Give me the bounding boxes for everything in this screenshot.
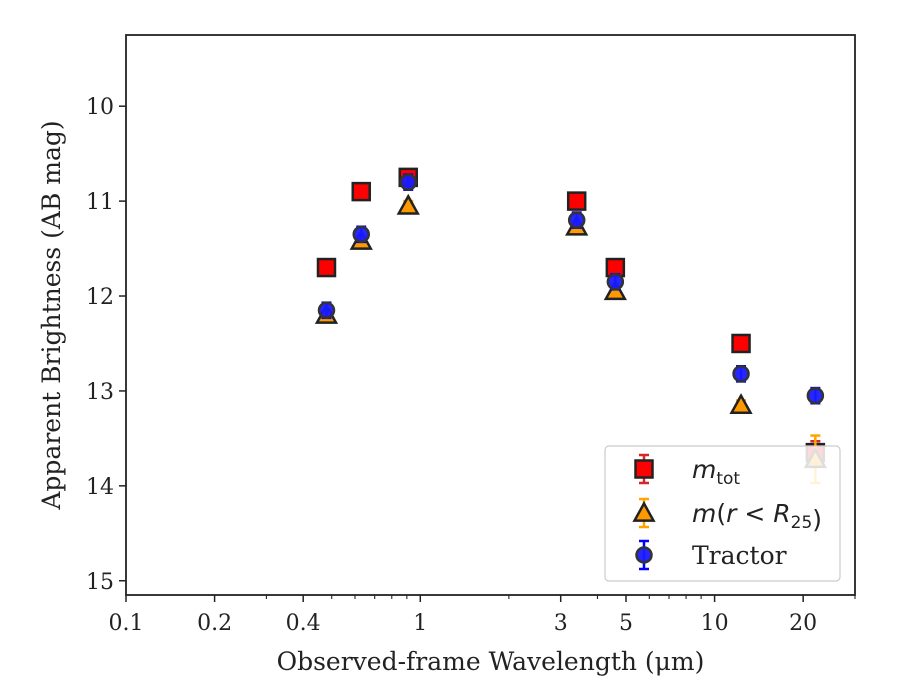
data-point [316, 257, 337, 278]
legend-label: Tractor [692, 541, 787, 570]
series-0 [316, 167, 826, 466]
x-tick-label: 0.4 [286, 611, 321, 636]
y-tick-label: 12 [86, 285, 114, 310]
data-point [566, 191, 587, 211]
x-tick-label: 5 [619, 611, 633, 636]
legend-marker [635, 546, 653, 564]
data-marks [314, 167, 827, 485]
y-tick-label: 11 [86, 190, 114, 215]
y-tick-label: 10 [86, 95, 114, 120]
data-point [352, 225, 370, 244]
legend-marker [632, 500, 656, 522]
x-axis-label: Observed-frame Wavelength (μm) [277, 647, 705, 676]
x-tick-label: 10 [701, 611, 729, 636]
data-point [396, 193, 420, 215]
x-tick-label: 1 [413, 611, 427, 636]
legend: mtot m(r < R25) Tractor [604, 445, 841, 582]
data-point [732, 365, 750, 383]
data-point [399, 173, 417, 191]
legend-marker [634, 459, 654, 479]
x-tick-label: 20 [789, 611, 817, 636]
legend-label: m(r < R25) [692, 499, 822, 534]
data-point [806, 386, 825, 405]
data-point [317, 301, 336, 320]
x-tick-label: 0.1 [109, 611, 144, 636]
data-point [731, 333, 751, 354]
x-tick-label: 3 [554, 611, 568, 636]
legend-box [604, 445, 841, 582]
y-tick-label: 13 [86, 380, 114, 405]
x-tick-label: 0.2 [197, 611, 232, 636]
plot-frame [125, 34, 856, 596]
data-point [351, 181, 371, 202]
y-tick-label: 14 [86, 475, 114, 500]
data-point [606, 273, 625, 291]
y-axis-label: Apparent Brightness (AB mag) [37, 120, 66, 510]
data-point [729, 393, 753, 415]
series-2 [317, 173, 825, 405]
y-tick-label: 15 [86, 570, 114, 595]
legend-label: mtot [692, 455, 740, 489]
data-point [567, 211, 586, 229]
